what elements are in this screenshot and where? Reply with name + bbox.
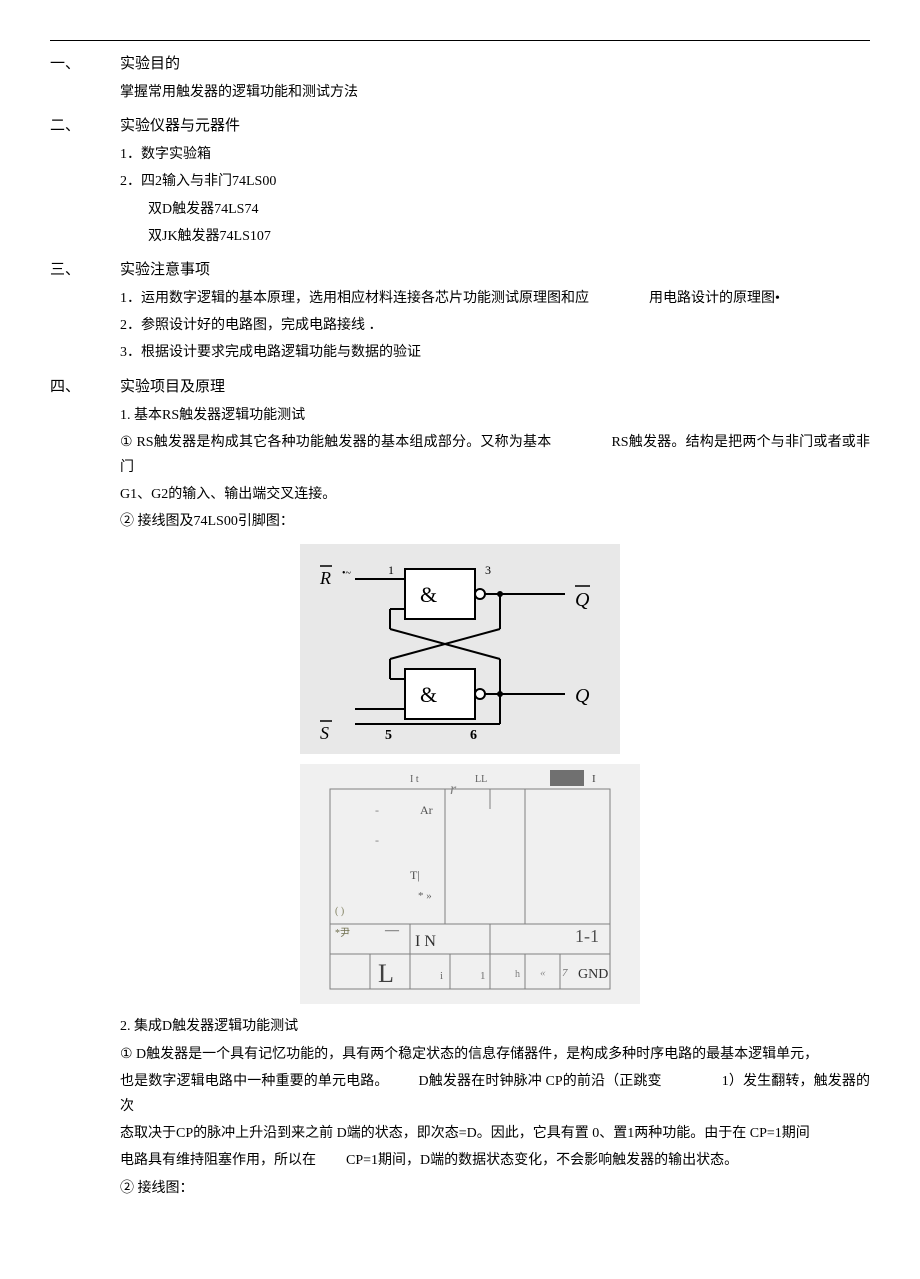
section-1: 一、 实验目的 掌握常用触发器的逻辑功能和测试方法 [50,51,870,105]
s4-h1: 1. 基本RS触发器逻辑功能测试 [120,403,870,428]
s3-line1b: 用电路设计的原理图• [649,291,780,306]
pin3: 3 [485,563,491,577]
d2-7: 7 [562,967,568,979]
d2-IN: I N [415,933,436,950]
label-R: R [319,568,331,588]
s2-line1: 1．数字实验箱 [120,142,870,167]
s4-p7: 电路具有维持阻塞作用，所以在 CP=1期间，D端的数据状态变化，不会影响触发器的输… [120,1148,870,1173]
s3-line3: 3．根据设计要求完成电路逻辑功能与数据的验证 [120,340,870,365]
section-3-num: 三、 [50,257,120,284]
s1-line1: 掌握常用触发器的逻辑功能和测试方法 [120,80,870,105]
d2-LL: LL [475,774,487,785]
d2-star: * » [418,890,432,902]
s2-line4: 双JK触发器74LS107 [148,224,870,249]
s4-h2: 2. 集成D触发器逻辑功能测试 [120,1014,870,1039]
s4-p1: ① RS触发器是构成其它各种功能触发器的基本组成部分。又称为基本RS触发器。结构… [120,430,870,480]
d2-dash2: - [375,833,379,847]
pin1: 1 [388,563,394,577]
s4-p1a: ① RS触发器是构成其它各种功能触发器的基本组成部分。又称为基本 [120,435,551,450]
s3-line1a: 1．运用数字逻辑的基本原理，选用相应材料连接各芯片功能测试原理图和应 [120,291,589,306]
s3-line1: 1．运用数字逻辑的基本原理，选用相应材料连接各芯片功能测试原理图和应 用电路设计的… [120,286,870,311]
amp2: & [420,682,437,707]
s4-p3: ② 接线图及74LS00引脚图： [120,509,870,534]
section-2-title: 实验仪器与元器件 [120,113,240,140]
s4-p6: 态取决于CP的脉冲上升沿到来之前 D端的状态，即次态=D。因此，它具有置 0、置… [120,1121,870,1146]
rs-flipflop-diagram: & & R •~ 1 S 5 [300,544,870,754]
top-rule [50,40,870,41]
d2-h: h [515,969,520,980]
d2-It: I t [410,774,419,785]
section-4-title: 实验项目及原理 [120,374,225,401]
s2-line2: 2．四2输入与非门74LS00 [120,169,870,194]
s4-p5a: 也是数字逻辑电路中一种重要的单元电路。 [120,1074,389,1089]
d2-dash1: - [375,803,379,817]
label-Q: Q [575,685,590,707]
s4-p5b: D触发器在时钟脉冲 CP的前沿（正跳变 [419,1074,662,1089]
d2-1: 1 [480,970,486,982]
s3-line2: 2．参照设计好的电路图，完成电路接线 ． [120,313,870,338]
label-Qbar: Q [575,589,590,611]
label-S: S [320,723,329,743]
d2-ast: *尹 [335,927,350,939]
d2-L: L [378,959,394,988]
amp1: & [420,582,437,607]
s4-p7a: 电路具有维持阻塞作用，所以在 [120,1153,316,1168]
d2-i: i [440,970,443,982]
d2-dark-rect [550,770,584,786]
section-1-title: 实验目的 [120,51,180,78]
section-2: 二、 实验仪器与元器件 1．数字实验箱 2．四2输入与非门74LS00 双D触发… [50,113,870,249]
d2-T: T| [410,868,420,882]
d2-I: I [592,773,596,785]
section-3-title: 实验注意事项 [120,257,210,284]
section-3: 三、 实验注意事项 1．运用数字逻辑的基本原理，选用相应材料连接各芯片功能测试原… [50,257,870,366]
section-2-num: 二、 [50,113,120,140]
section-4-num: 四、 [50,374,120,401]
section-4: 四、 实验项目及原理 1. 基本RS触发器逻辑功能测试 ① RS触发器是构成其它… [50,374,870,1201]
s4-p5: 也是数字逻辑电路中一种重要的单元电路。D触发器在时钟脉冲 CP的前沿（正跳变1）… [120,1069,870,1119]
d2-underscore: — [384,923,400,938]
section-1-num: 一、 [50,51,120,78]
d2-11: 1-1 [575,926,599,946]
s4-p8: ② 接线图： [120,1176,870,1201]
s4-p2: G1、G2的输入、输出端交叉连接。 [120,482,870,507]
d2-GND: GND [578,967,608,982]
d2-Ar: Ar [420,803,433,817]
pin5: 5 [385,728,392,743]
d2-paren: ( ) [335,906,344,917]
s4-p4: ① D触发器是一个具有记忆功能的，具有两个稳定状态的信息存储器件，是构成多种时序… [120,1042,870,1067]
s4-p7b: CP=1期间，D端的数据状态变化，不会影响触发器的输出状态。 [346,1153,738,1168]
svg-text:•~: •~ [342,568,352,579]
pin6: 6 [470,728,477,743]
pinout-diagram: I t LL I r [300,764,870,1004]
d2-a: « [540,967,546,979]
s2-line3: 双D触发器74LS74 [148,197,870,222]
